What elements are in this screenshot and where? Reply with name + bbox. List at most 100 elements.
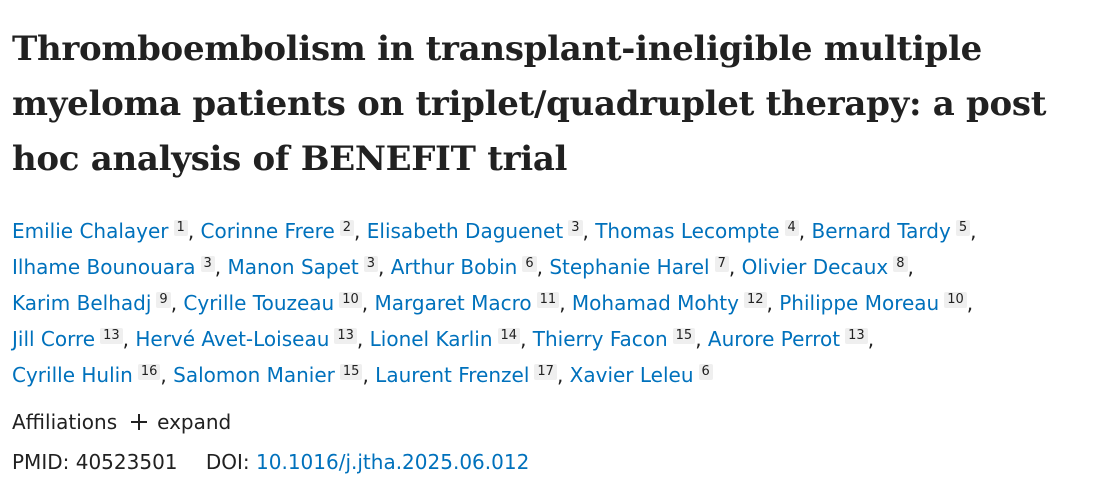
affiliations-label: Affiliations <box>12 410 118 434</box>
author-separator: , <box>170 291 184 315</box>
author-name-link[interactable]: Cyrille Touzeau <box>183 291 335 315</box>
author-name-link[interactable]: Cyrille Hulin <box>12 363 133 387</box>
author-name-link[interactable]: Olivier Decaux <box>741 255 889 279</box>
author-name-link[interactable]: Arthur Bobin <box>390 255 518 279</box>
author-separator: , <box>160 363 174 387</box>
author-name-link[interactable]: Jill Corre <box>12 327 96 351</box>
author-item: Ilhame Bounouara 3, <box>12 255 228 279</box>
affiliation-number-link[interactable]: 12 <box>743 292 767 308</box>
author-name-link[interactable]: Mohamad Mohty <box>571 291 739 315</box>
author-item: Jill Corre 13, <box>12 327 135 351</box>
article-title: Thromboembolism in transplant-ineligible… <box>12 29 1047 179</box>
affiliation-number-link[interactable]: 15 <box>672 328 696 344</box>
author-name-link[interactable]: Hervé Avet-Loiseau <box>135 327 330 351</box>
affiliations-expand-button[interactable]: expand <box>131 407 231 437</box>
author-separator: , <box>907 255 914 279</box>
author-name-link[interactable]: Karim Belhadj <box>12 291 152 315</box>
author-item: Laurent Frenzel 17, <box>375 363 569 387</box>
affiliation-number-link[interactable]: 7 <box>714 256 729 272</box>
author-item: Olivier Decaux 8, <box>742 255 914 279</box>
article-identifiers: PMID: 40523501 DOI: 10.1016/j.jtha.2025.… <box>12 447 1082 477</box>
affiliation-number-link[interactable]: 3 <box>200 256 215 272</box>
author-name-link[interactable]: Ilhame Bounouara <box>12 255 196 279</box>
author-item: Elisabeth Daguenet 3, <box>367 219 595 243</box>
author-separator: , <box>362 363 376 387</box>
author-separator: , <box>356 327 370 351</box>
author-separator: , <box>520 327 533 351</box>
author-name-link[interactable]: Salomon Manier <box>173 363 335 387</box>
author-item: Corinne Frere 2, <box>201 219 367 243</box>
expand-label: expand <box>157 410 232 434</box>
affiliation-number-link[interactable]: 6 <box>522 256 537 272</box>
affiliation-number-link[interactable]: 3 <box>363 256 379 272</box>
author-name-link[interactable]: Emilie Chalayer <box>12 219 169 243</box>
author-item: Karim Belhadj 9, <box>12 291 183 315</box>
author-separator: , <box>970 219 977 243</box>
author-separator: , <box>798 219 812 243</box>
author-item: Cyrille Touzeau 10, <box>183 291 374 315</box>
author-line: Karim Belhadj 9, Cyrille Touzeau 10, Marga… <box>12 285 1082 321</box>
author-name-link[interactable]: Margaret Macro <box>374 291 532 315</box>
author-name-link[interactable]: Aurore Perrot <box>707 327 841 351</box>
author-name-link[interactable]: Laurent Frenzel <box>375 363 530 387</box>
author-separator: , <box>187 219 201 243</box>
pmid-label: PMID: <box>12 450 70 474</box>
author-item: Thierry Facon 15, <box>533 327 708 351</box>
affiliation-number-link[interactable]: 13 <box>845 328 868 344</box>
author-separator: , <box>728 255 742 279</box>
author-item: Aurore Perrot 13, <box>708 327 874 351</box>
author-name-link[interactable]: Lionel Karlin <box>369 327 493 351</box>
author-separator: , <box>966 291 974 315</box>
affiliation-number-link[interactable]: 10 <box>944 292 967 308</box>
affiliation-number-link[interactable]: 4 <box>784 220 799 236</box>
author-list: Emilie Chalayer 1, Corinne Frere 2, Elisab… <box>12 213 1082 393</box>
author-separator: , <box>766 291 780 315</box>
affiliation-number-link[interactable]: 9 <box>156 292 171 308</box>
plus-icon <box>131 414 148 430</box>
affiliation-number-link[interactable]: 17 <box>534 364 557 380</box>
author-separator: , <box>354 219 367 243</box>
author-item: Margaret Macro 11, <box>375 291 572 315</box>
affiliation-number-link[interactable]: 1 <box>173 220 188 236</box>
author-separator: , <box>559 291 572 315</box>
author-name-link[interactable]: Elisabeth Daguenet <box>366 219 564 243</box>
affiliation-number-link[interactable]: 14 <box>497 328 521 344</box>
author-separator: , <box>582 219 596 243</box>
author-separator: , <box>695 327 708 351</box>
affiliation-number-link[interactable]: 5 <box>955 220 971 236</box>
affiliation-number-link[interactable]: 8 <box>893 256 908 272</box>
doi-link[interactable]: 10.1016/j.jtha.2025.06.012 <box>256 450 530 474</box>
author-item: Manon Sapet 3, <box>228 255 391 279</box>
affiliation-number-link[interactable]: 3 <box>568 220 583 236</box>
author-name-link[interactable]: Xavier Leleu <box>569 363 694 387</box>
author-line: Emilie Chalayer 1, Corinne Frere 2, Elisab… <box>12 213 1082 249</box>
author-item: Lionel Karlin 14, <box>370 327 533 351</box>
affiliation-number-link[interactable]: 16 <box>137 364 161 380</box>
author-separator: , <box>361 291 375 315</box>
author-name-link[interactable]: Corinne Frere <box>200 219 335 243</box>
affiliation-number-link[interactable]: 6 <box>698 364 713 380</box>
author-item: Cyrille Hulin 16, <box>12 363 173 387</box>
affiliation-number-link[interactable]: 11 <box>536 292 560 308</box>
author-name-link[interactable]: Thomas Lecompte <box>595 219 780 243</box>
affiliation-number-link[interactable]: 13 <box>100 328 123 344</box>
author-item: Mohamad Mohty 12, <box>572 291 779 315</box>
affiliation-number-link[interactable]: 2 <box>339 220 355 236</box>
author-name-link[interactable]: Stephanie Harel <box>549 255 710 279</box>
author-item: Bernard Tardy 5, <box>812 219 977 243</box>
author-item: Arthur Bobin 6, <box>391 255 550 279</box>
author-item: Thomas Lecompte 4, <box>595 219 811 243</box>
author-name-link[interactable]: Thierry Facon <box>532 327 668 351</box>
pmid-group: PMID: 40523501 <box>12 450 184 474</box>
affiliation-number-link[interactable]: 10 <box>339 292 362 308</box>
author-name-link[interactable]: Manon Sapet <box>227 255 359 279</box>
author-item: Philippe Moreau 10, <box>779 291 973 315</box>
author-item: Xavier Leleu 6 <box>570 363 713 387</box>
affiliation-number-link[interactable]: 13 <box>334 328 357 344</box>
author-name-link[interactable]: Philippe Moreau <box>779 291 940 315</box>
doi-label: DOI: <box>205 450 250 474</box>
author-name-link[interactable]: Bernard Tardy <box>811 219 951 243</box>
author-separator: , <box>214 255 228 279</box>
affiliation-number-link[interactable]: 15 <box>339 364 363 380</box>
pmid-value: 40523501 <box>75 450 178 474</box>
